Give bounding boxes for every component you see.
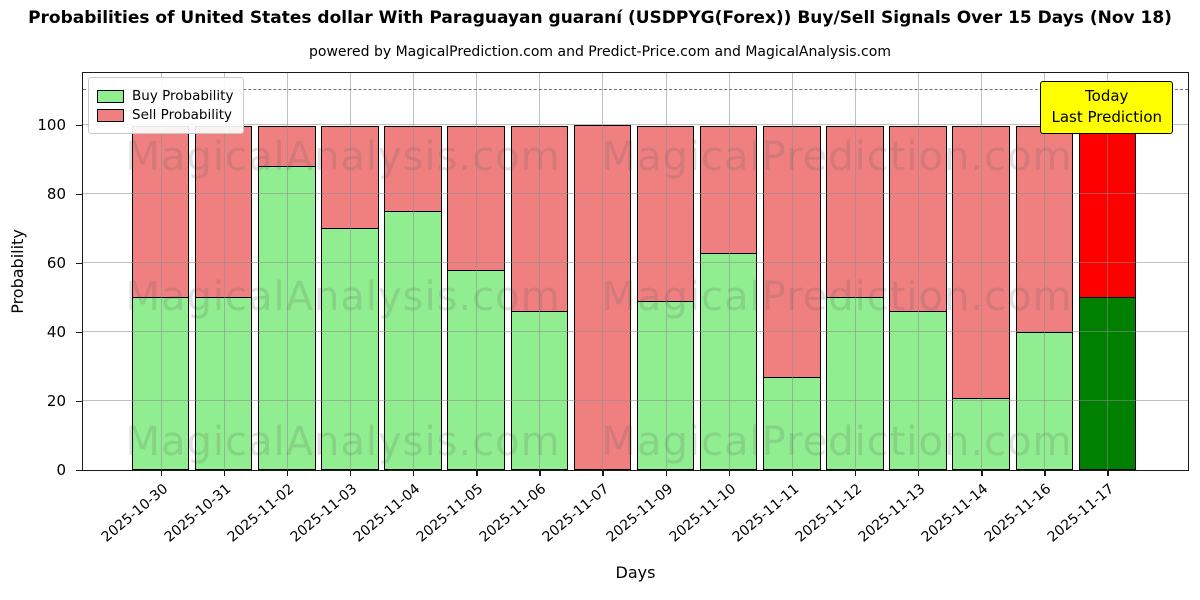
- threshold-dashed-line: [83, 89, 1188, 91]
- legend-label: Sell Probability: [132, 107, 233, 123]
- x-tick-mark: [539, 471, 541, 476]
- bar-2025-11-14: [950, 73, 1013, 470]
- bar-2025-11-07: [571, 73, 634, 470]
- x-tick-mark: [918, 471, 920, 476]
- x-tick-mark: [791, 471, 794, 476]
- chart-subtitle: powered by MagicalPrediction.com and Pre…: [309, 44, 891, 60]
- legend-item-buy: Buy Probability: [97, 88, 233, 104]
- gridline: [728, 73, 730, 470]
- y-tick-label: 0: [56, 461, 66, 479]
- x-tick-mark: [223, 471, 226, 476]
- x-tick-mark: [854, 471, 857, 476]
- gridline: [286, 73, 288, 470]
- x-tick-mark: [349, 471, 352, 476]
- bar-2025-11-13: [887, 73, 950, 470]
- bar-2025-11-11: [760, 73, 823, 470]
- x-tick-mark: [1044, 471, 1046, 476]
- x-tick-mark: [1107, 471, 1109, 476]
- today-annotation-line2: Last Prediction: [1051, 108, 1162, 127]
- bar-2025-11-02: [255, 73, 318, 470]
- bar-2025-11-12: [823, 73, 886, 470]
- bar-2025-11-03: [318, 73, 381, 470]
- bars-layer: [83, 73, 1188, 470]
- x-axis-ticks: 2025-10-30 2025-10-31 2025-11-02 2025-11-03…: [98, 471, 1139, 571]
- y-tick-label: 40: [46, 322, 66, 341]
- x-tick-mark: [476, 471, 478, 476]
- gridline: [223, 73, 225, 470]
- y-tick-label: 20: [46, 391, 66, 410]
- x-tick-mark: [160, 471, 162, 476]
- plot-area: MagicalAnalysis.com MagicalPrediction.co…: [82, 72, 1189, 471]
- y-tick-mark: [76, 193, 82, 196]
- y-tick-mark: [76, 470, 82, 472]
- gridline: [83, 123, 1188, 125]
- legend-label: Buy Probability: [132, 88, 234, 104]
- y-tick-label: 60: [46, 253, 66, 272]
- bar-2025-10-31: [192, 73, 255, 470]
- bar-2025-11-17: [1076, 73, 1139, 470]
- x-tick-mark: [602, 471, 604, 476]
- bar-2025-11-05: [445, 73, 508, 470]
- y-axis-ticks: 0 20 40 60 80 100: [0, 73, 82, 479]
- gridline: [918, 73, 920, 470]
- gridline: [83, 261, 1188, 263]
- gridline: [1044, 73, 1046, 470]
- gridline: [981, 73, 983, 470]
- legend: Buy Probability Sell Probability: [88, 77, 245, 134]
- gridline: [602, 73, 604, 470]
- gridline: [413, 73, 415, 470]
- y-tick-mark: [76, 124, 82, 127]
- y-tick-mark: [76, 262, 82, 265]
- bar-2025-11-04: [382, 73, 445, 470]
- gridline: [476, 73, 478, 470]
- today-annotation-line1: Today: [1085, 87, 1129, 105]
- bar-2025-11-06: [508, 73, 571, 470]
- gridline: [83, 399, 1188, 401]
- gridline: [160, 73, 162, 470]
- y-tick-mark: [76, 331, 82, 334]
- y-tick-mark: [76, 400, 82, 403]
- y-tick-label: 100: [37, 115, 66, 134]
- horizontal-gridlines: [83, 73, 1188, 470]
- today-annotation: Today Last Prediction: [1040, 81, 1173, 134]
- legend-item-sell: Sell Probability: [97, 107, 233, 123]
- gridline: [665, 73, 667, 470]
- x-tick-mark: [286, 471, 289, 476]
- x-tick-mark: [728, 471, 731, 476]
- chart-title: Probabilities of United States dollar Wi…: [28, 8, 1172, 28]
- bar-2025-11-09: [634, 73, 697, 470]
- gridline: [83, 192, 1188, 194]
- x-tick-mark: [981, 471, 983, 476]
- x-tick-mark: [665, 471, 667, 476]
- gridline: [854, 73, 856, 470]
- y-tick-label: 80: [46, 184, 66, 203]
- buy-swatch-icon: [97, 89, 124, 103]
- x-axis-title: Days: [615, 563, 656, 582]
- gridline: [1107, 73, 1109, 470]
- x-tick-mark: [413, 471, 415, 476]
- gridline: [539, 73, 541, 470]
- bar-2025-11-10: [697, 73, 760, 470]
- gridline: [349, 73, 351, 470]
- gridline: [791, 73, 793, 470]
- gridline: [83, 330, 1188, 332]
- sell-swatch-icon: [97, 108, 124, 122]
